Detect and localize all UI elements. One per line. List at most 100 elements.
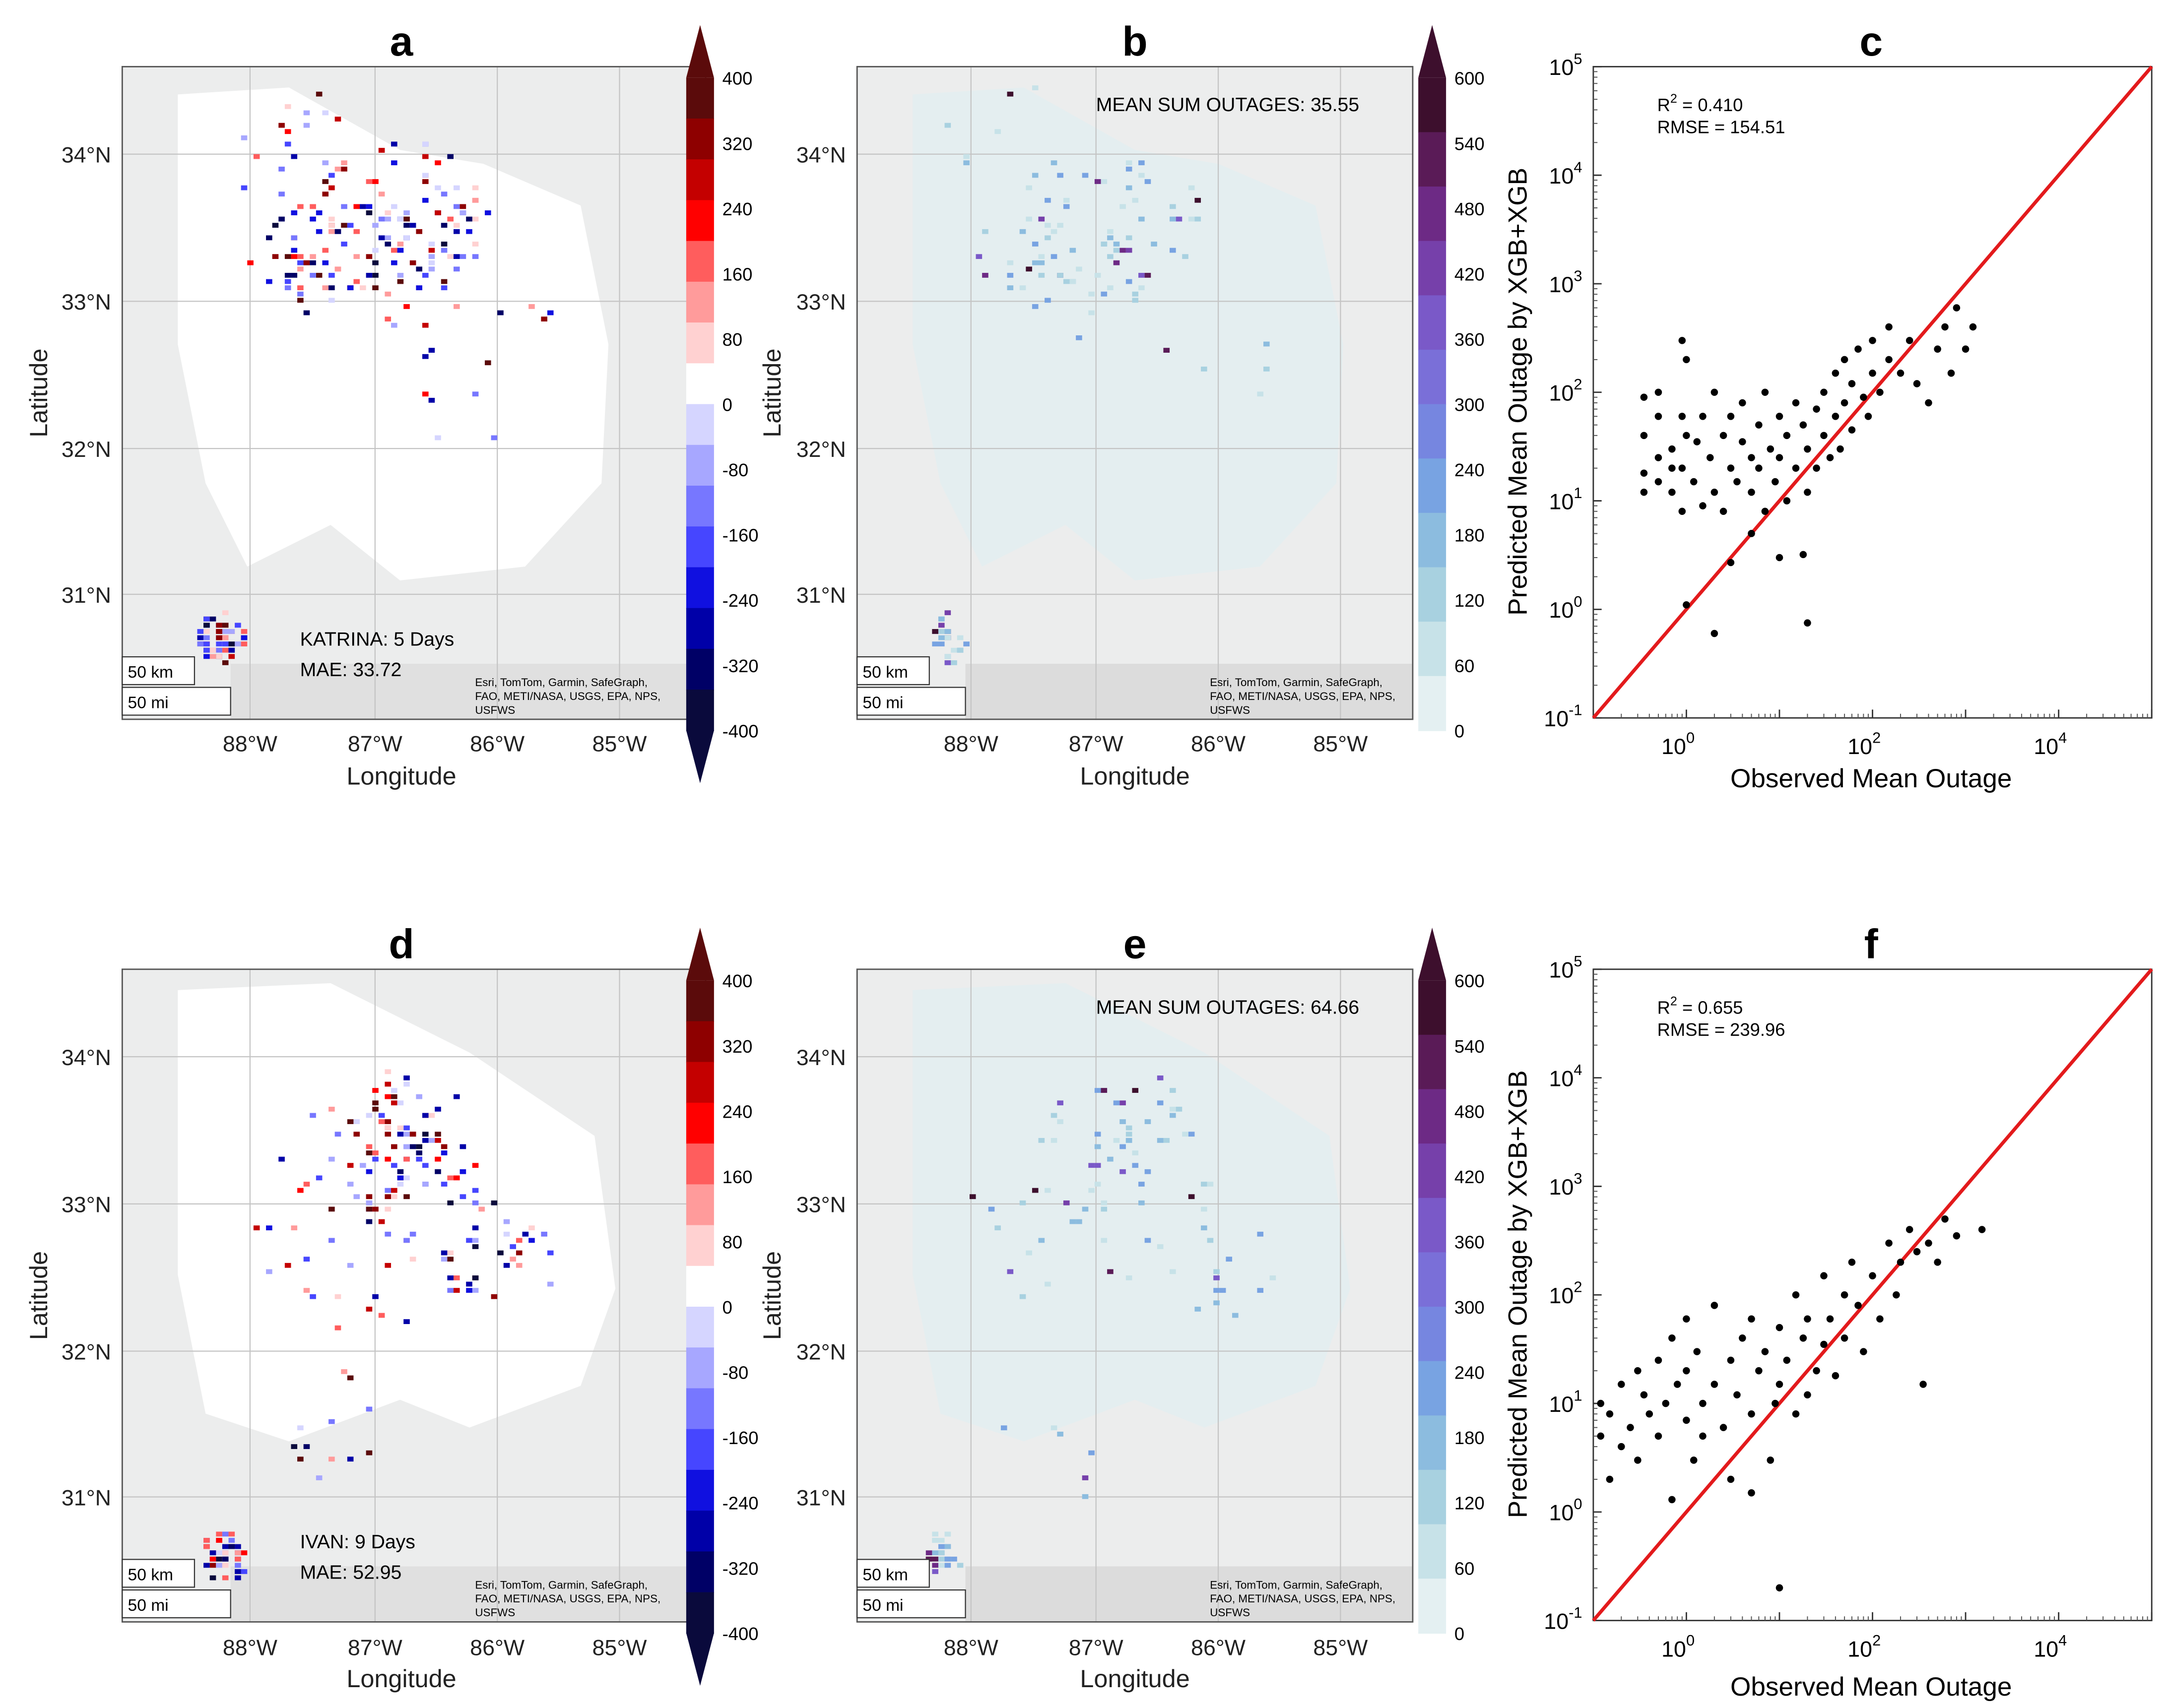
grid-cell [397, 1132, 404, 1137]
grid-cell [1051, 1138, 1057, 1143]
colorbar-cap-top [1418, 25, 1446, 78]
grid-cell [1125, 185, 1132, 190]
x-ticks: 100 102 104 [1592, 1612, 2153, 1661]
grid-cell [944, 635, 951, 640]
scatter-point [1840, 1334, 1848, 1342]
scatter-point [1897, 1259, 1904, 1266]
svg-text:85°W: 85°W [1313, 1636, 1368, 1660]
colorbar-segment [686, 1388, 714, 1430]
colorbar-segment [1418, 980, 1446, 1036]
colorbar-tick-label: -160 [722, 1428, 759, 1448]
svg-text:34°N: 34°N [796, 1045, 846, 1070]
scatter-point [1919, 1381, 1927, 1388]
grid-cell [316, 1175, 323, 1181]
grid-cell [938, 1538, 945, 1543]
grid-cell [944, 629, 951, 634]
grid-cell [328, 1106, 335, 1112]
grid-cell [1038, 254, 1045, 259]
scatter-point [1640, 469, 1648, 477]
grid-cell [366, 1219, 373, 1224]
scale-mi: 50 mi [862, 694, 903, 712]
y-tick-label: 104 [1549, 1061, 1582, 1091]
grid-cell [378, 1113, 385, 1118]
colorbar-tick-label: 480 [1454, 199, 1485, 219]
grid-cell [1032, 260, 1039, 265]
grid-cell [1176, 1106, 1182, 1112]
grid-cell [391, 204, 397, 209]
grid-cell [1157, 1244, 1164, 1249]
grid-cell [541, 316, 547, 322]
grid-cell [397, 1175, 404, 1181]
grid-cell [385, 1094, 392, 1099]
scatter-point [1864, 413, 1872, 420]
grid-cell [1051, 1425, 1057, 1431]
colorbar-cap-bottom [686, 730, 714, 783]
grid-cell [385, 1231, 392, 1237]
colorbar-segment [1418, 1034, 1446, 1090]
grid-cell [328, 1238, 335, 1243]
scatter-point [1748, 1315, 1755, 1323]
grid-cell [491, 1294, 498, 1299]
grid-cell [341, 160, 347, 166]
grid-cell [366, 273, 373, 278]
grid-cell [1125, 1138, 1132, 1143]
grid-cell [1000, 1425, 1007, 1431]
grid-cell [1263, 366, 1270, 372]
grid-cell [516, 1238, 523, 1243]
map-axes-a: 34°N 33°N 32°N 31°N 88°W 87°W 86°W 85°W … [24, 143, 647, 790]
grid-cell [385, 1132, 392, 1137]
scatter-point [1683, 601, 1690, 609]
grid-cell [241, 629, 248, 634]
grid-cell [1107, 254, 1114, 259]
grid-cell [422, 1163, 429, 1168]
scatter-point [1699, 1399, 1707, 1407]
panel-letter-e: e [1123, 920, 1147, 967]
grid-cell [441, 1150, 448, 1155]
svg-text:Esri, TomTom, Garmin, SafeGrap: Esri, TomTom, Garmin, SafeGraph, [475, 1579, 648, 1591]
scatter-point [1739, 399, 1746, 407]
svg-text:FAO, METI/NASA, USGS, EPA, NPS: FAO, METI/NASA, USGS, EPA, NPS, [475, 1592, 660, 1605]
grid-cell [360, 1163, 366, 1168]
grid-cell [228, 641, 235, 647]
grid-cell [994, 1225, 1001, 1231]
grid-cell [938, 629, 945, 634]
scatter-point [1775, 413, 1783, 420]
grid-cell [472, 1163, 479, 1168]
grid-cell [322, 160, 329, 166]
grid-cell [353, 229, 360, 234]
grid-cell [1125, 235, 1132, 241]
grid-cell [1157, 1075, 1164, 1080]
grid-cell [284, 1263, 291, 1268]
colorbar-segment [1418, 1089, 1446, 1144]
map-axes-b: 34°N 33°N 32°N 31°N 88°W 87°W 86°W 85°W … [758, 143, 1368, 790]
grid-cell [1226, 1257, 1233, 1262]
grid-cell [1170, 1088, 1176, 1093]
rmse-annotation: RMSE = 239.96 [1657, 1019, 1785, 1040]
grid-cell [310, 260, 316, 265]
grid-cell [422, 273, 429, 278]
colorbar-tick-label: 80 [722, 1232, 742, 1252]
grid-cell [235, 1569, 241, 1574]
scatter-point [1693, 1348, 1701, 1355]
scatter-point [1640, 1391, 1648, 1398]
scatter-point [1719, 432, 1727, 440]
grid-cell [391, 1100, 397, 1106]
scatter-point [1606, 1475, 1614, 1483]
grid-cell [209, 616, 216, 622]
grid-cell [435, 1156, 441, 1162]
grid-cell [391, 1094, 397, 1099]
grid-cell [1170, 1106, 1176, 1112]
colorbar-tick-label: 240 [722, 1101, 753, 1122]
grid-cell [944, 123, 951, 128]
grid-cell [435, 1138, 441, 1143]
grid-cell [944, 1556, 951, 1562]
grid-cell [932, 1563, 938, 1568]
r2-annotation: R2 = 0.655 [1657, 995, 1743, 1018]
grid-cell [203, 1544, 210, 1549]
grid-cell [503, 1231, 510, 1237]
grid-cell [303, 1257, 310, 1262]
svg-text:33°N: 33°N [62, 1193, 111, 1217]
colorbar-error-top: 400 320 240 160 80 0 -80 -160 -240 -320 -400 [686, 25, 758, 783]
coast-gulf [230, 664, 706, 719]
scatter-point [1775, 1324, 1783, 1331]
